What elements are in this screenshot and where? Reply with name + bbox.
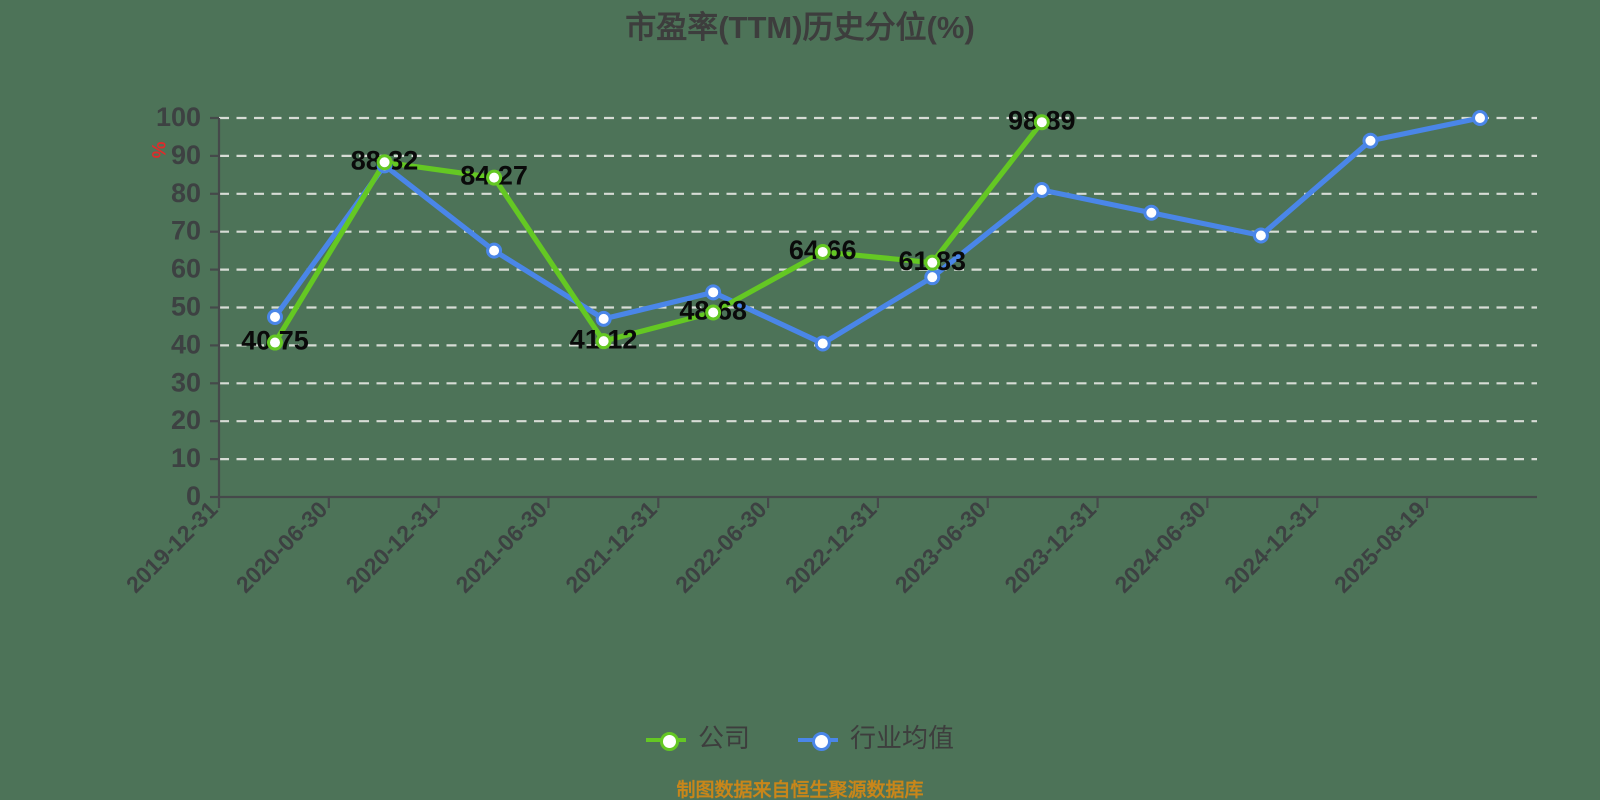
svg-text:70: 70 [171,216,201,246]
svg-text:2020-06-30: 2020-06-30 [231,496,333,598]
svg-text:40: 40 [171,329,201,359]
svg-text:2019-12-31: 2019-12-31 [121,496,223,598]
svg-text:2020-12-31: 2020-12-31 [341,496,443,598]
svg-text:80: 80 [171,178,201,208]
svg-text:10: 10 [171,443,201,473]
svg-text:60: 60 [171,254,201,284]
svg-text:2022-06-30: 2022-06-30 [670,496,772,598]
svg-text:20: 20 [171,405,201,435]
svg-text:2024-06-30: 2024-06-30 [1109,496,1211,598]
svg-text:2021-06-30: 2021-06-30 [450,496,552,598]
svg-text:2025-08-19: 2025-08-19 [1329,496,1431,598]
svg-text:2023-06-30: 2023-06-30 [890,496,992,598]
svg-text:2024-12-31: 2024-12-31 [1219,496,1321,598]
svg-text:2021-12-31: 2021-12-31 [560,496,662,598]
svg-text:30: 30 [171,367,201,397]
svg-text:50: 50 [171,292,201,322]
svg-text:2023-12-31: 2023-12-31 [999,496,1101,598]
svg-text:2022-12-31: 2022-12-31 [780,496,882,598]
svg-text:90: 90 [171,140,201,170]
svg-text:100: 100 [156,102,201,132]
